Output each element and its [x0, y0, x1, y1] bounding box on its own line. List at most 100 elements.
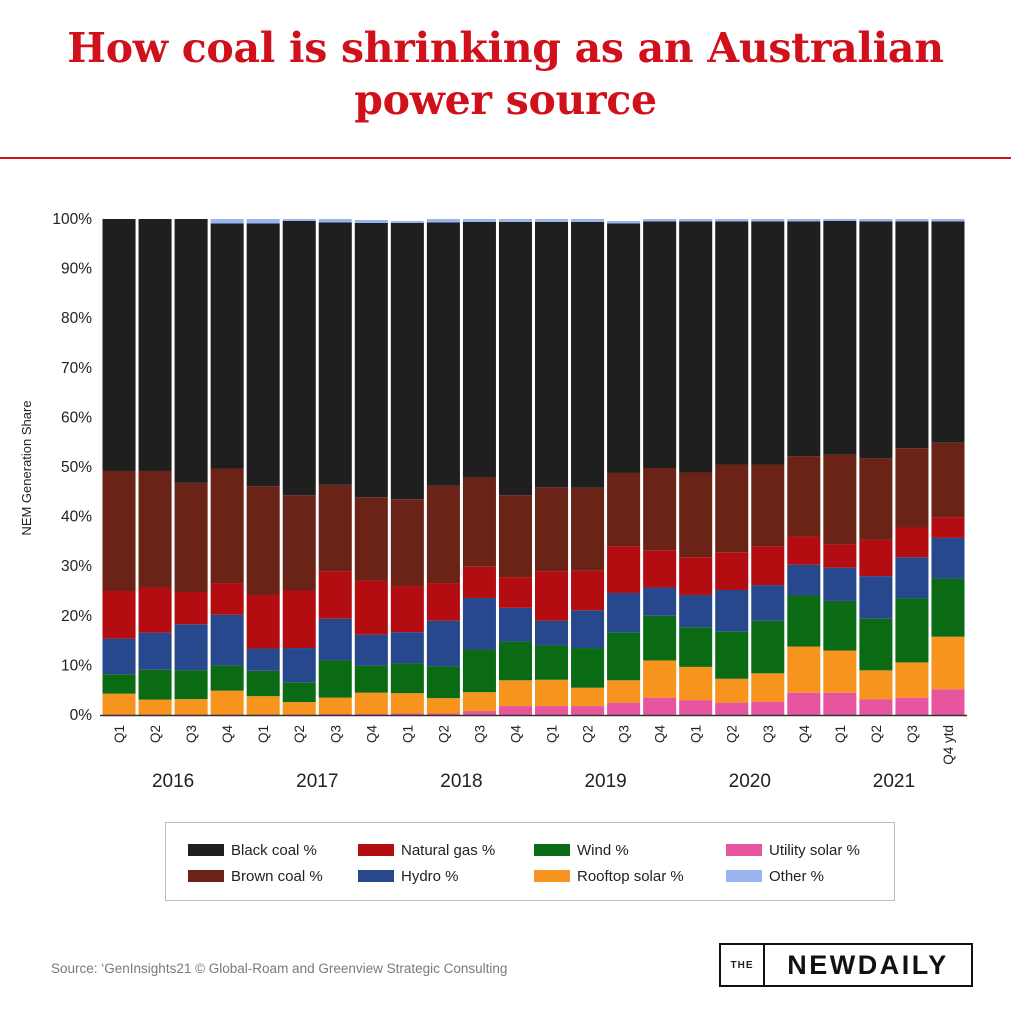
legend-label: Other % [769, 867, 825, 885]
legend-label: Hydro % [401, 867, 459, 885]
bar-segment [210, 583, 244, 615]
bar-segment [462, 477, 496, 567]
bar-segment [318, 714, 352, 715]
bar-segment [859, 219, 893, 222]
year-label: 2021 [873, 771, 915, 792]
bar-segment [210, 665, 244, 691]
bar-segment [102, 674, 136, 694]
x-tick-label: Q2 [436, 725, 451, 743]
x-tick-label: Q2 [869, 725, 884, 743]
bar-segment [643, 587, 677, 616]
bar-segment [931, 221, 965, 443]
bar-segment [210, 614, 244, 666]
bar-segment [535, 620, 569, 646]
legend-swatch [188, 844, 224, 856]
bar-segment [354, 714, 388, 715]
legend-swatch [534, 844, 570, 856]
bar-segment [246, 696, 280, 715]
legend-item: Wind % [534, 841, 629, 859]
bar-segment [174, 699, 208, 715]
bar-segment [607, 546, 641, 593]
x-tick-label: Q2 [292, 725, 307, 743]
bar-segment [895, 557, 929, 599]
bar-segment [210, 690, 244, 715]
bar-segment [607, 220, 641, 224]
bar-segment [715, 631, 749, 679]
year-label: 2018 [440, 771, 482, 792]
bar-segment [571, 487, 605, 571]
bar-segment [390, 632, 424, 664]
bar-segment [571, 221, 605, 488]
x-tick-label: Q4 [797, 725, 812, 744]
bar-segment [102, 591, 136, 639]
bar-segment [282, 590, 316, 649]
y-tick-label: 10% [61, 657, 92, 674]
bar-segment [462, 649, 496, 693]
logo-name: NEWDAILY [787, 949, 949, 980]
year-label: 2016 [152, 771, 194, 792]
bar-segment [643, 467, 677, 551]
bar-segment [607, 223, 641, 473]
x-tick-label: Q1 [256, 725, 271, 743]
bar-segment [607, 592, 641, 633]
x-axis: Q1 Q2 Q3 Q4 Q1 Q2 Q3 Q4 Q1 Q2 Q3 Q4 Q1 Q2 Q3 Q4 Q1 Q2 Q3 Q4… [100, 714, 967, 792]
bar-segment [390, 663, 424, 694]
bar-segment [535, 219, 569, 222]
legend-item: Hydro % [358, 867, 459, 885]
bar-segment [462, 221, 496, 478]
bar-segment [535, 571, 569, 621]
bar-segment [751, 673, 785, 702]
bar-segment [823, 220, 857, 455]
bar-segment [787, 564, 821, 596]
bar-segment [715, 464, 749, 553]
bar-segment [895, 527, 929, 558]
bar-segment [607, 680, 641, 703]
bar-segment [390, 713, 424, 715]
bar-segment [390, 586, 424, 633]
legend-item: Natural gas % [358, 841, 495, 859]
bar-segment [571, 570, 605, 611]
bar-segment [318, 571, 352, 619]
bar-segment [859, 221, 893, 459]
bar-segment [318, 660, 352, 698]
y-axis-label: NEM Generation Share [19, 400, 34, 535]
year-label: 2020 [729, 771, 771, 792]
bar-segment [751, 701, 785, 715]
bar-segment [282, 702, 316, 715]
y-tick-label: 30% [61, 558, 92, 575]
bars [102, 219, 965, 715]
x-tick-label: Q4 [509, 725, 524, 744]
bar-segment [715, 219, 749, 222]
bar-segment [823, 650, 857, 693]
legend-swatch [726, 870, 762, 882]
bar-segment [751, 620, 785, 674]
bar-segment [571, 706, 605, 715]
legend-label: Rooftop solar % [577, 867, 684, 885]
bar-segment [174, 624, 208, 671]
bar-segment [535, 487, 569, 572]
bar-segment [535, 221, 569, 488]
x-tick-label: Q2 [148, 725, 163, 743]
bar-segment [318, 219, 352, 223]
y-tick-label: 100% [52, 211, 92, 228]
bar-segment [498, 641, 532, 681]
x-tick-label: Q1 [545, 725, 560, 743]
bar-segment [318, 697, 352, 715]
bar-segment [751, 464, 785, 547]
bar-segment [823, 600, 857, 651]
bar-segment [931, 517, 965, 538]
bar-segment [931, 578, 965, 637]
bar-segment [931, 689, 965, 715]
bar-segment [246, 648, 280, 671]
bar-segment [715, 678, 749, 703]
bar-segment [390, 499, 424, 587]
legend-swatch [726, 844, 762, 856]
bar-segment [354, 497, 388, 581]
bar-segment [318, 618, 352, 661]
bar-segment [679, 666, 713, 701]
bar-segment [643, 550, 677, 588]
y-tick-label: 80% [61, 310, 92, 327]
x-tick-label: Q3 [472, 725, 487, 743]
bar-segment [679, 472, 713, 558]
bar-segment [715, 552, 749, 591]
